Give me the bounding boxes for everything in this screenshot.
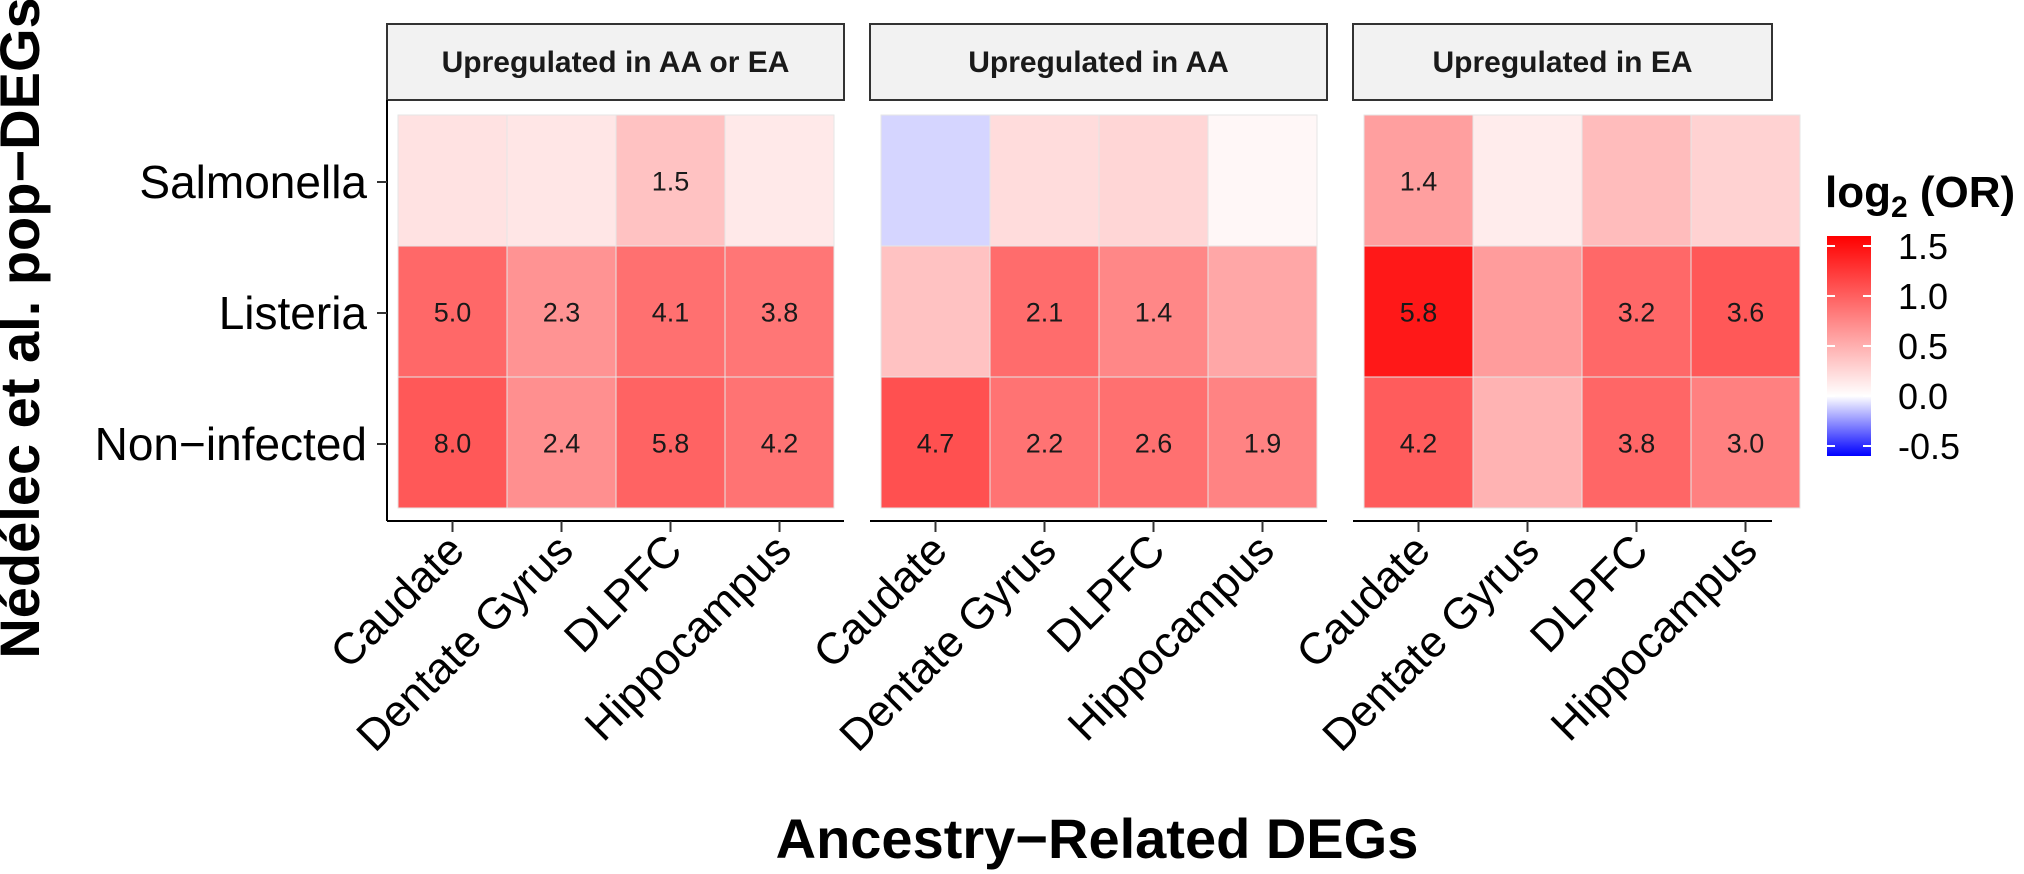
- facet-title: Upregulated in AA or EA: [442, 46, 790, 79]
- cell-label: 1.4: [1400, 167, 1438, 197]
- y-tick-label: Non−infected: [95, 418, 367, 470]
- heatmap-cell: [1098, 114, 1209, 247]
- heatmap-cell: [615, 245, 726, 378]
- legend-title: log2 (OR): [1825, 168, 2015, 224]
- heatmap-cell: [506, 245, 617, 378]
- heatmap-cell: [1363, 245, 1474, 378]
- heatmap-cell: [397, 114, 508, 247]
- facet-strip: [1352, 23, 1773, 101]
- cell-label: 5.0: [434, 298, 472, 328]
- cell-label: 3.8: [1618, 429, 1656, 459]
- facet-panel: Upregulated in EA1.45.8 3.2 3.64.2 3.8 3.0Ca…: [1287, 23, 1801, 761]
- cell-label: 3.8: [761, 298, 799, 328]
- heatmap-cell: [1581, 114, 1692, 247]
- heatmap-cell: [1098, 245, 1209, 378]
- facet-title: Upregulated in AA: [968, 46, 1229, 79]
- cell-label: 5.8: [652, 429, 690, 459]
- heatmap-cell: [1472, 114, 1583, 247]
- heatmap-cell: [880, 376, 991, 509]
- legend-tick-label: -0.5: [1898, 426, 1960, 467]
- legend-tick-label: 1.0: [1898, 276, 1948, 317]
- facet-panel: Upregulated in AA or EA 1.5 5.0 2.3 4.1 3.8 8.…: [95, 23, 845, 761]
- x-axis-title: Ancestry−Related DEGs: [776, 807, 1419, 870]
- cell-label: 4.2: [761, 429, 799, 459]
- heatmap-cell: [1690, 245, 1801, 378]
- heatmap-cell: [397, 245, 508, 378]
- cell-label: 3.2: [1618, 298, 1656, 328]
- heatmap-cell: [1690, 376, 1801, 509]
- heatmap-cell: [724, 114, 835, 247]
- color-legend: log2 (OR) 1.5 1.0 0.5 0.0 -0.5: [1825, 168, 2015, 467]
- cell-label: 4.7: [917, 429, 955, 459]
- cell-label: 2.1: [1026, 298, 1064, 328]
- heatmap-cell: [880, 114, 991, 247]
- heatmap-cell: [1581, 245, 1692, 378]
- legend-tick-label: 0.0: [1898, 376, 1948, 417]
- heatmap-cell: [506, 114, 617, 247]
- heatmap-cell: [989, 376, 1100, 509]
- legend-tick-label: 0.5: [1898, 326, 1948, 367]
- heatmap-cell: [1581, 376, 1692, 509]
- cell-label: 5.8: [1400, 298, 1438, 328]
- cell-label: 1.5: [652, 167, 690, 197]
- cell-label: 2.2: [1026, 429, 1064, 459]
- heatmap-cell: [1472, 376, 1583, 509]
- heatmap-cell: [397, 376, 508, 509]
- legend-tick-label: 1.5: [1898, 226, 1948, 267]
- cell-label: 4.2: [1400, 429, 1438, 459]
- cell-label: 3.0: [1727, 429, 1765, 459]
- facet-strip: [869, 23, 1328, 101]
- legend-title-subscript: 2: [1891, 191, 1908, 224]
- cell-label: 2.3: [543, 298, 581, 328]
- heatmap-cell: [1207, 245, 1318, 378]
- heatmap-cell: [989, 114, 1100, 247]
- cell-label: 1.9: [1244, 429, 1282, 459]
- legend-title-main: log: [1825, 168, 1891, 217]
- cell-label: 2.6: [1135, 429, 1173, 459]
- heatmap-cell: [1472, 245, 1583, 378]
- cell-label: 3.6: [1727, 298, 1765, 328]
- cell-label: 8.0: [434, 429, 472, 459]
- cell-label: 1.4: [1135, 298, 1173, 328]
- heatmap-cell: [615, 376, 726, 509]
- y-tick-label: Salmonella: [139, 156, 367, 208]
- legend-title-rest: (OR): [1908, 168, 2016, 217]
- heatmap-cell: [1207, 376, 1318, 509]
- heatmap-cell: [506, 376, 617, 509]
- y-axis-title: Nédélec et al. pop−DEGs: [0, 0, 51, 659]
- cell-label: 4.1: [652, 298, 690, 328]
- y-tick-label: Listeria: [219, 287, 368, 339]
- heatmap-cell: [880, 245, 991, 378]
- heatmap-cell: [615, 114, 726, 247]
- heatmap-cell: [724, 245, 835, 378]
- facet-panel: Upregulated in AA2.1 1.44.7 2.2 2.6 1.9Cauda…: [804, 23, 1328, 761]
- heatmap-cell: [1690, 114, 1801, 247]
- heatmap-cell: [1098, 376, 1209, 509]
- heatmap-cell: [724, 376, 835, 509]
- facet-title: Upregulated in EA: [1432, 46, 1692, 79]
- heatmap-cell: [1363, 376, 1474, 509]
- heatmap-cell: [989, 245, 1100, 378]
- facet-panels: Upregulated in AA or EA 1.5 5.0 2.3 4.1 3.8 8.…: [95, 23, 1801, 761]
- cell-label: 2.4: [543, 429, 581, 459]
- heatmap-cell: [1207, 114, 1318, 247]
- facet-strip: [386, 23, 845, 101]
